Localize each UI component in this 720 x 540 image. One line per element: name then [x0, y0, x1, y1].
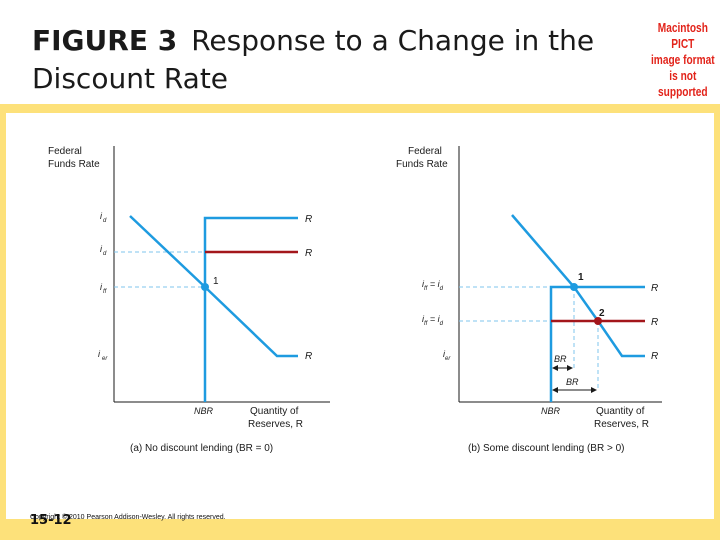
panel-a-y-label-1: Federal [48, 146, 82, 157]
figure-label: FIGURE 3 [32, 24, 178, 57]
panel-a-demand-label: R [305, 351, 312, 362]
panel-a-point-label: 1 [213, 276, 219, 287]
copyright-notice: Copyright © 2010 Pearson Addison-Wesley.… [30, 514, 226, 521]
panel-a-equilibrium-point [201, 283, 209, 291]
placeholder-line: image format [650, 52, 715, 67]
panel-b-supply-curve-1 [549, 285, 645, 402]
placeholder-line: Macintosh PICT [657, 20, 708, 51]
panel-a-supply-2-label: R [305, 248, 312, 259]
panel-a-demand-curve [129, 215, 298, 358]
panel-b-rate-label-1: iff = id [422, 279, 444, 292]
panel-b-rate-label-3: ier [443, 349, 451, 362]
panel-b-nbr-label: NBR [541, 406, 561, 416]
panel-b-point-1-label: 1 [578, 272, 584, 283]
unsupported-image-placeholder: Macintosh PICT image format is not suppo… [645, 20, 720, 99]
slide-number: 15-12 [30, 513, 72, 528]
panel-a-nbr-label: NBR [194, 406, 214, 416]
panel-a-rate-sub: d [103, 218, 107, 224]
panel-b-point-2-label: 2 [599, 308, 605, 319]
panel-b: Federal Funds Rate 1 2 iff = id iff = id… [396, 146, 662, 454]
panel-b-y-label-1: Federal [408, 146, 442, 157]
panel-a-rate-sub: d [103, 251, 107, 257]
panel-a-supply-1-label: R [305, 214, 312, 225]
panel-a-rate-sub: ff [103, 289, 108, 295]
panel-b-demand-curve [511, 214, 645, 358]
panel-b-x-label-1: Quantity of [596, 406, 645, 417]
panel-b-br1-label: BR [554, 354, 567, 364]
figure-title: Response to a Change in the Discount Rat… [32, 24, 595, 95]
panel-b-supply-2-label: R [651, 317, 658, 328]
panel-b-br2-label: BR [566, 377, 579, 387]
panel-b-x-label-2: Reserves, R [594, 419, 649, 430]
panel-b-point-2 [594, 317, 602, 325]
panel-a-supply-curve-1 [203, 216, 298, 402]
panel-a-rate-label: i [98, 349, 101, 359]
panel-a-x-label-1: Quantity of [250, 406, 299, 417]
panel-a-rate-label: i [100, 244, 103, 254]
panel-b-point-1 [570, 283, 578, 291]
panel-a-caption: (a) No discount lending (BR = 0) [130, 443, 273, 454]
panel-a-rate-label: i [100, 211, 103, 221]
panel-b-demand-label: R [651, 351, 658, 362]
placeholder-line: is not supported [658, 68, 708, 99]
panel-a-rate-sub: er [102, 356, 108, 362]
panel-a: Federal Funds Rate 1 i d i d i ff i er R… [48, 146, 330, 454]
slide-title: FIGURE 3 Response to a Change in the Disc… [32, 22, 632, 98]
panel-a-x-label-2: Reserves, R [248, 419, 303, 430]
panel-a-rate-label: i [100, 282, 103, 292]
panel-b-supply-1-label: R [651, 283, 658, 294]
panel-b-y-label-2: Funds Rate [396, 159, 448, 170]
panel-b-rate-label-2: iff = id [422, 314, 444, 327]
panel-a-y-label-2: Funds Rate [48, 159, 100, 170]
panel-b-caption: (b) Some discount lending (BR > 0) [468, 443, 624, 454]
